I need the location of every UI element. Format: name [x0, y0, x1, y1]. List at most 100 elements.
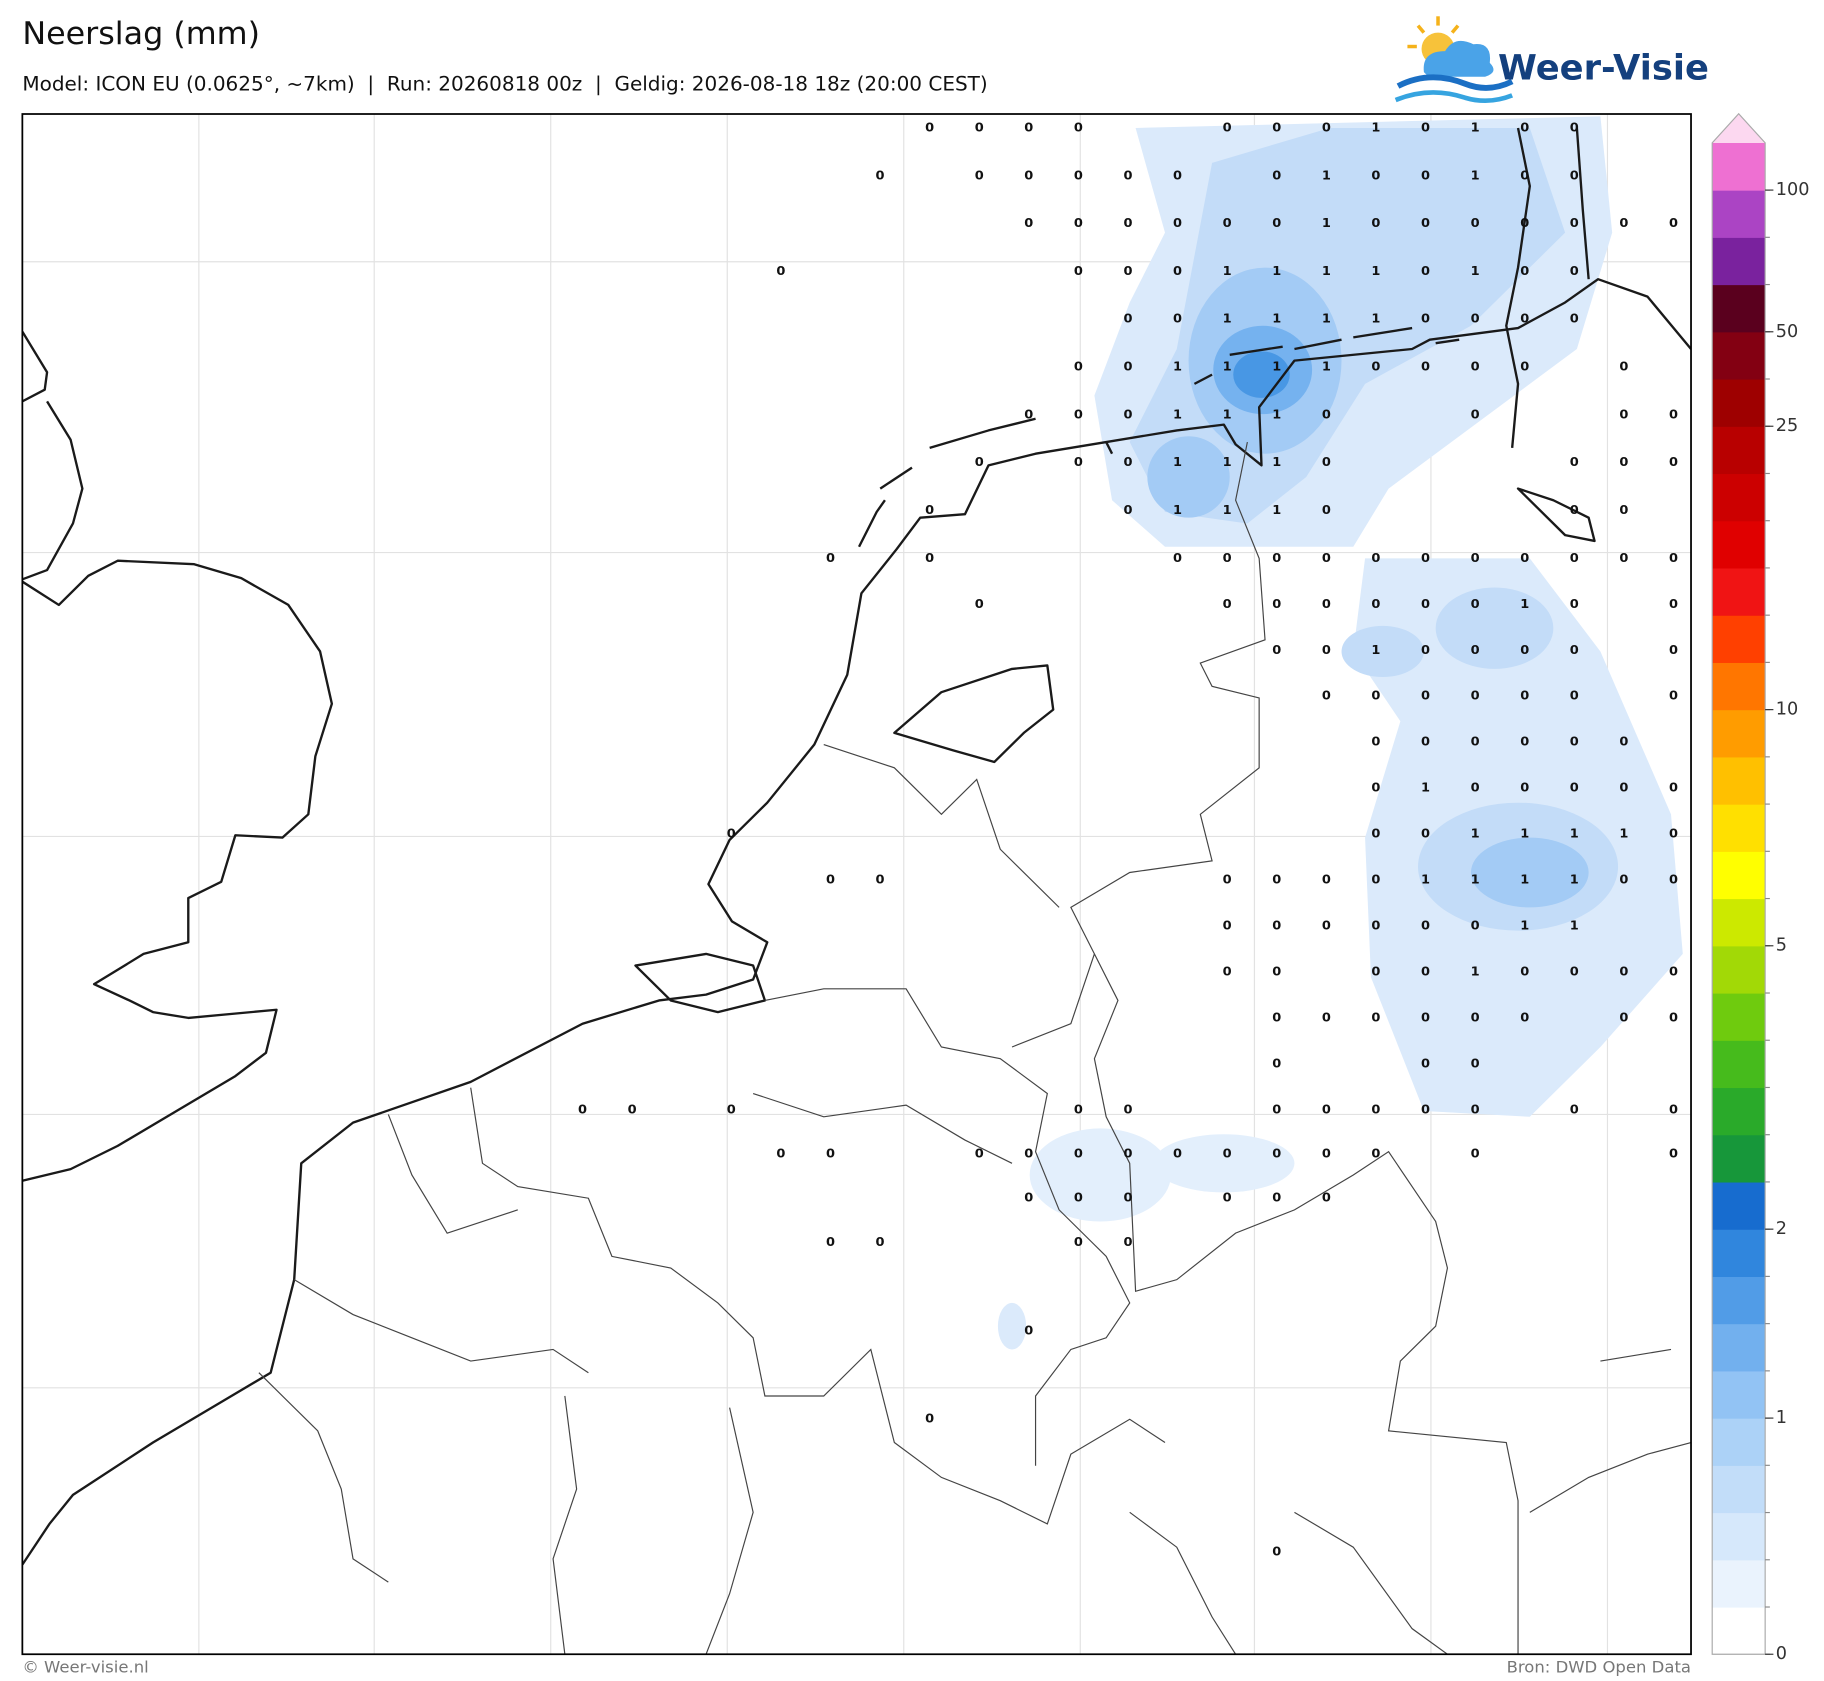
coastlines [22, 127, 1692, 1566]
grid-value: 0 [1123, 407, 1132, 422]
grid-value: 0 [1421, 643, 1430, 658]
grid-value: 0 [1520, 551, 1529, 566]
grid-value: 1 [1272, 312, 1281, 327]
grid-value: 0 [1421, 168, 1430, 183]
grid-value: 0 [1669, 964, 1678, 979]
grid-value: 0 [1024, 168, 1033, 183]
grid-value: 1 [1322, 216, 1331, 231]
colorbar-box [1712, 190, 1766, 238]
grid-value: 0 [1322, 1147, 1331, 1162]
grid-value: 0 [1471, 1010, 1480, 1025]
grid-value: 1 [1322, 168, 1331, 183]
colorbar-box [1712, 1418, 1766, 1466]
grid-value: 1 [1421, 873, 1430, 888]
grid-value: 0 [1322, 1102, 1331, 1117]
grid-value: 0 [1322, 503, 1331, 518]
colorbar-box [1712, 426, 1766, 475]
grid-value: 0 [1421, 360, 1430, 375]
colorbar-tick-label: 2 [1776, 1219, 1787, 1239]
grid-value: 0 [925, 551, 934, 566]
grid-value: 0 [876, 1235, 885, 1250]
grid-value: 0 [1272, 168, 1281, 183]
grid-value: 0 [1371, 735, 1380, 750]
colorbar-box [1712, 945, 1766, 994]
grid-value: 0 [578, 1102, 587, 1117]
grid-value: 0 [826, 1147, 835, 1162]
grid-value: 0 [1322, 551, 1331, 566]
grid-value: 0 [1421, 1102, 1430, 1117]
colorbar-box [1712, 520, 1766, 569]
grid-value: 0 [975, 121, 984, 136]
grid-value: 0 [1669, 551, 1678, 566]
grid-value: 0 [1123, 1235, 1132, 1250]
grid-value: 0 [1669, 407, 1678, 422]
grid-value: 0 [1471, 597, 1480, 612]
grid-value: 0 [1520, 689, 1529, 704]
grid-value: 0 [1471, 643, 1480, 658]
grid-value: 0 [1669, 1102, 1678, 1117]
grid-value: 0 [1123, 1102, 1132, 1117]
grid-value: 0 [1272, 919, 1281, 934]
grid-value: 0 [1520, 964, 1529, 979]
grid-value: 0 [1272, 643, 1281, 658]
grid-value: 0 [1421, 735, 1430, 750]
grid-value: 0 [1669, 643, 1678, 658]
grid-value: 0 [1272, 873, 1281, 888]
grid-value: 0 [1669, 873, 1678, 888]
colorbar-box [1712, 851, 1766, 900]
colorbar-box [1712, 379, 1766, 427]
grid-value: 1 [1173, 455, 1182, 470]
logo: Weer-Visie [1394, 16, 1709, 103]
subtitle: Model: ICON EU (0.0625°, ~7km) | Run: 20… [22, 72, 987, 95]
grid-value: 0 [1619, 964, 1628, 979]
grid-value: 0 [1619, 1010, 1628, 1025]
grid-value: 0 [1421, 264, 1430, 279]
grid-value: 1 [1173, 360, 1182, 375]
grid-value: 0 [1074, 360, 1083, 375]
grid-value: 1 [1471, 264, 1480, 279]
grid-value: 0 [975, 455, 984, 470]
grid-value: 1 [1322, 264, 1331, 279]
grid-value: 0 [1074, 1191, 1083, 1206]
grid-value: 1 [1619, 827, 1628, 842]
grid-value: 0 [1421, 216, 1430, 231]
grid-value: 0 [1272, 1544, 1281, 1559]
colorbar-box [1712, 709, 1766, 758]
grid-value: 0 [1371, 1102, 1380, 1117]
logo-text: Weer-Visie [1498, 48, 1709, 89]
grid-value: 0 [628, 1102, 637, 1117]
grid-value: 0 [1471, 407, 1480, 422]
grid-value: 0 [1520, 216, 1529, 231]
grid-value: 1 [1471, 121, 1480, 136]
grid-value: 0 [1074, 264, 1083, 279]
grid-value: 0 [1123, 264, 1132, 279]
grid-value: 0 [1223, 216, 1232, 231]
grid-value: 0 [975, 597, 984, 612]
grid-value: 0 [1322, 873, 1331, 888]
grid-value: 0 [1123, 360, 1132, 375]
grid-value: 0 [1223, 1147, 1232, 1162]
grid-value: 0 [1471, 312, 1480, 327]
grid-value: 0 [1520, 168, 1529, 183]
grid-value: 0 [1074, 1235, 1083, 1250]
grid-value: 1 [1223, 407, 1232, 422]
grid-value: 0 [1520, 121, 1529, 136]
grid-value: 0 [925, 121, 934, 136]
grid-value: 0 [1371, 360, 1380, 375]
colorbar-tick-label: 25 [1776, 416, 1798, 436]
grid-value: 0 [1570, 121, 1579, 136]
grid-value: 0 [1074, 1102, 1083, 1117]
grid-value: 0 [1272, 1147, 1281, 1162]
grid-value: 0 [1074, 216, 1083, 231]
grid-value: 0 [1421, 689, 1430, 704]
grid-value: 0 [1371, 689, 1380, 704]
grid-value: 0 [925, 503, 934, 518]
grid-value: 0 [1520, 735, 1529, 750]
grid-value: 0 [1371, 168, 1380, 183]
grid-value: 1 [1223, 264, 1232, 279]
grid-value: 0 [1371, 964, 1380, 979]
grid-value: 0 [1520, 360, 1529, 375]
grid-value: 0 [1471, 735, 1480, 750]
